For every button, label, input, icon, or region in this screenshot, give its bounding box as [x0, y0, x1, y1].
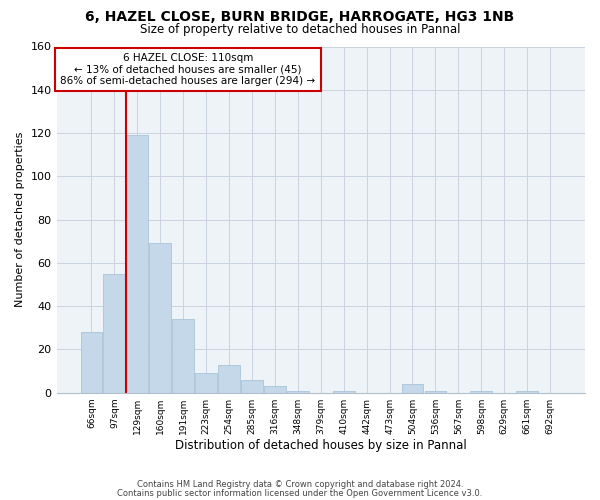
Bar [127, 135, 148, 392]
Bar [516, 390, 538, 392]
Bar [333, 390, 355, 392]
X-axis label: Distribution of detached houses by size in Pannal: Distribution of detached houses by size … [175, 440, 467, 452]
Bar [218, 364, 240, 392]
Y-axis label: Number of detached properties: Number of detached properties [15, 132, 25, 308]
Text: Contains public sector information licensed under the Open Government Licence v3: Contains public sector information licen… [118, 488, 482, 498]
Bar [80, 332, 103, 392]
Text: 6, HAZEL CLOSE, BURN BRIDGE, HARROGATE, HG3 1NB: 6, HAZEL CLOSE, BURN BRIDGE, HARROGATE, … [85, 10, 515, 24]
Bar [470, 390, 492, 392]
Text: 6 HAZEL CLOSE: 110sqm
← 13% of detached houses are smaller (45)
86% of semi-deta: 6 HAZEL CLOSE: 110sqm ← 13% of detached … [60, 53, 316, 86]
Text: Contains HM Land Registry data © Crown copyright and database right 2024.: Contains HM Land Registry data © Crown c… [137, 480, 463, 489]
Bar [287, 390, 309, 392]
Bar [149, 244, 171, 392]
Bar [103, 274, 125, 392]
Text: Size of property relative to detached houses in Pannal: Size of property relative to detached ho… [140, 22, 460, 36]
Bar [172, 319, 194, 392]
Bar [425, 390, 446, 392]
Bar [401, 384, 424, 392]
Bar [264, 386, 286, 392]
Bar [195, 373, 217, 392]
Bar [241, 380, 263, 392]
